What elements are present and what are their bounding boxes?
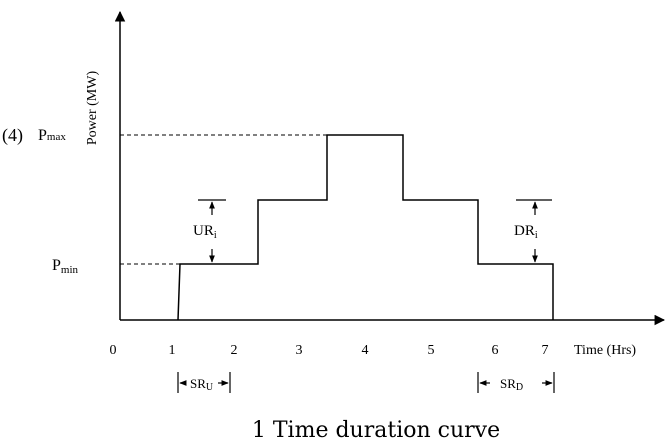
x-tick-labels: 0 1 2 3 4 5 6 7: [110, 343, 549, 358]
startup-ramp-label: SRU: [190, 376, 214, 393]
x-tick-5: 5: [428, 343, 435, 358]
x-tick-4: 4: [362, 343, 369, 358]
ramp-up-indicator: [198, 199, 226, 263]
x-tick-2: 2: [231, 343, 238, 358]
startup-ramp-bracket: [177, 372, 231, 393]
shutdown-ramp-bracket: [477, 372, 555, 393]
x-tick-1: 1: [169, 343, 176, 358]
pmin-label: Pmin: [52, 257, 79, 276]
power-step-curve: [177, 134, 554, 321]
ramp-down-indicator: [516, 199, 552, 263]
ramp-down-label: DRi: [514, 223, 538, 241]
x-tick-3: 3: [296, 343, 303, 358]
y-axis-label: Power (MW): [85, 71, 100, 146]
figure-caption: 1 Time duration curve: [252, 418, 500, 443]
pmax-label: Pmax: [38, 127, 66, 144]
shutdown-ramp-label: SRD: [500, 376, 523, 393]
x-axis-label: Time (Hrs): [574, 343, 636, 358]
ramp-up-label: URi: [193, 223, 217, 241]
x-tick-6: 6: [492, 343, 499, 358]
x-tick-0: 0: [110, 343, 117, 358]
equation-number: (4): [2, 125, 23, 146]
x-tick-7: 7: [542, 343, 549, 358]
